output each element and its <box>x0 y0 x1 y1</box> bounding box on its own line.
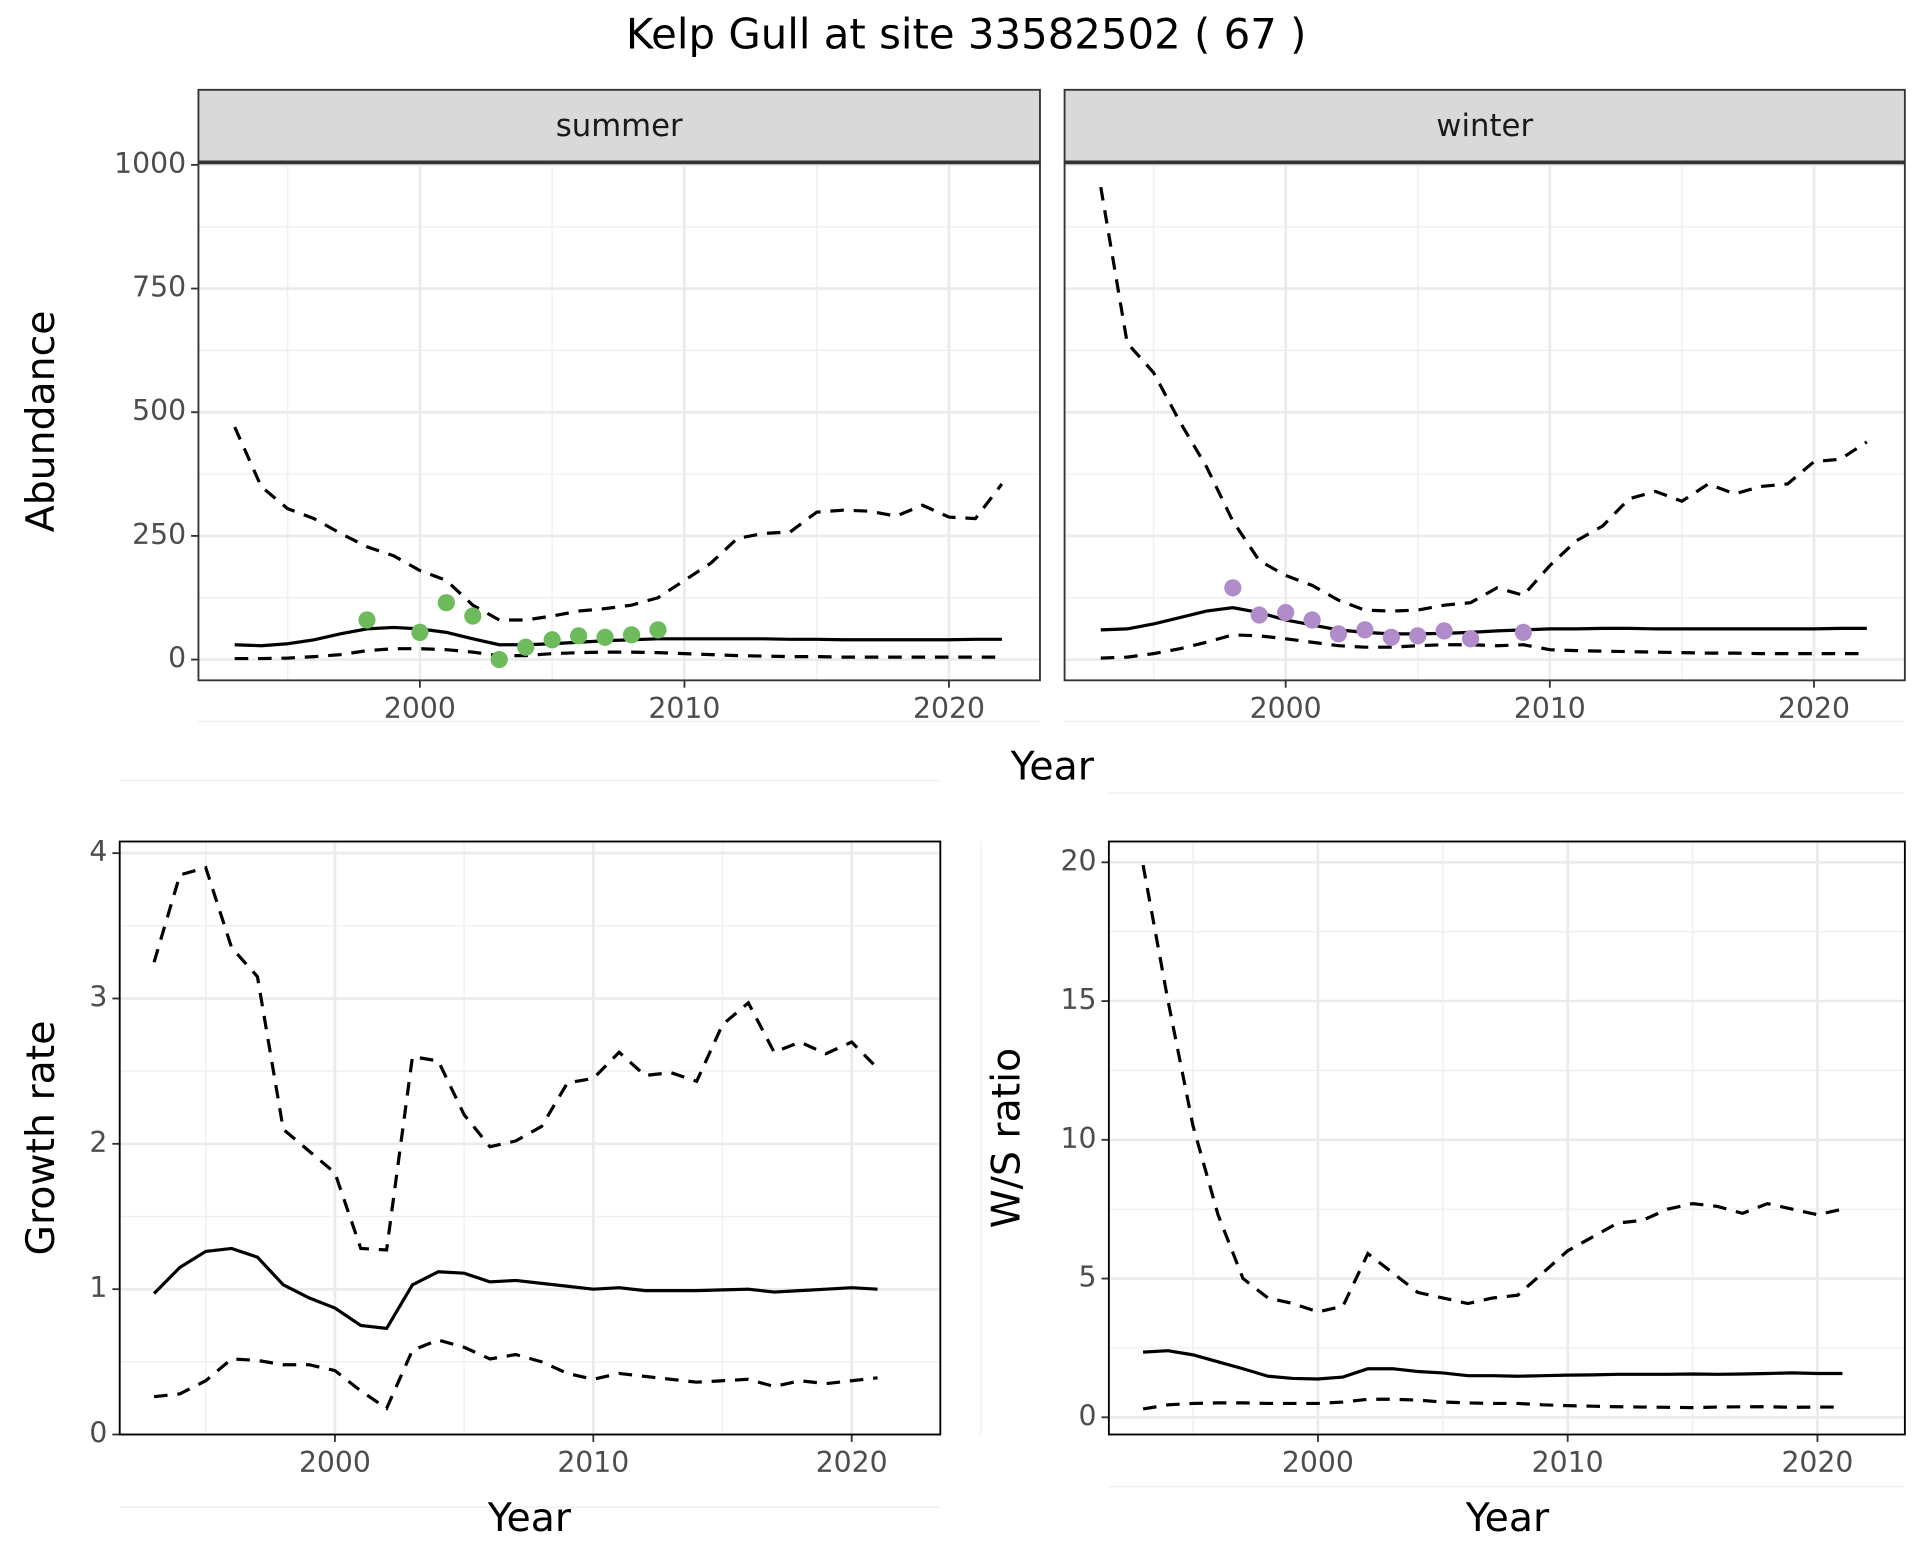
interval-line <box>1099 186 1868 613</box>
interval-line <box>152 865 879 1252</box>
interval-line <box>1142 1397 1843 1411</box>
x-tick-label: 2020 <box>1778 692 1850 725</box>
estimate-line <box>1100 606 1867 636</box>
x-tick-label: 2000 <box>299 1446 371 1479</box>
estimate-line <box>152 1246 878 1331</box>
data-point <box>1382 628 1400 646</box>
data-point <box>490 650 508 669</box>
panel-border <box>118 840 942 1436</box>
x-tick-label: 2020 <box>816 1446 888 1479</box>
x-tick-label: 2010 <box>648 692 720 725</box>
data-point <box>1514 623 1533 641</box>
data-point <box>1329 625 1348 643</box>
data-point <box>1435 622 1453 640</box>
y-tick-label: 4 <box>89 835 107 868</box>
facet-label: winter <box>1436 108 1533 144</box>
y-tick-label: 1000 <box>114 147 186 180</box>
panel-background <box>1064 162 1905 681</box>
data-point <box>411 623 429 641</box>
interval-line <box>234 647 1002 661</box>
facet-label: summer <box>556 108 683 144</box>
x-tick-label: 2010 <box>557 1446 629 1479</box>
data-point <box>569 627 588 645</box>
data-point <box>1409 627 1427 645</box>
y-axis-title: Growth rate <box>18 1021 64 1256</box>
data-point <box>1277 603 1295 622</box>
x-tick-label: 2020 <box>913 692 985 725</box>
x-tick-label: 2020 <box>1781 1446 1853 1479</box>
figure-title: Kelp Gull at site 33582502 ( 67 ) <box>626 9 1307 58</box>
data-point <box>437 594 455 612</box>
interval-line <box>1100 633 1867 660</box>
x-tick-label: 2000 <box>1282 1446 1354 1479</box>
y-tick-label: 2 <box>89 1126 107 1159</box>
y-tick-label: 0 <box>1079 1399 1097 1432</box>
data-point <box>596 628 614 646</box>
y-tick-label: 0 <box>89 1417 107 1450</box>
interval-line <box>1141 864 1843 1314</box>
data-point <box>622 626 641 644</box>
x-axis-title: Year <box>1465 1495 1550 1541</box>
panel-border <box>1107 840 1906 1436</box>
y-tick-label: 10 <box>1061 1122 1097 1155</box>
x-tick-label: 2000 <box>384 692 456 725</box>
y-axis-title: Abundance <box>18 311 64 533</box>
data-point <box>1461 630 1480 648</box>
x-tick-label: 2000 <box>1250 692 1322 725</box>
panel-background <box>198 162 1040 681</box>
estimate-line <box>1142 1349 1843 1381</box>
panel-background <box>1108 841 1905 1435</box>
x-axis-title: Year <box>1010 743 1095 789</box>
y-tick-label: 3 <box>89 980 107 1013</box>
y-tick-label: 0 <box>168 642 186 675</box>
y-tick-label: 750 <box>132 271 186 304</box>
data-point <box>1250 606 1268 624</box>
data-point <box>517 638 535 656</box>
y-tick-label: 5 <box>1079 1261 1097 1294</box>
data-point <box>649 621 667 639</box>
y-tick-label: 20 <box>1061 844 1097 877</box>
data-point <box>1356 621 1374 639</box>
y-tick-label: 15 <box>1061 983 1097 1016</box>
interval-line <box>153 1338 878 1411</box>
data-point <box>464 607 482 625</box>
estimate-line <box>234 625 1002 648</box>
y-tick-label: 500 <box>132 394 186 427</box>
x-tick-label: 2010 <box>1532 1446 1604 1479</box>
data-point <box>1224 579 1242 597</box>
facet-strip <box>1063 88 1906 164</box>
x-axis-title: Year <box>487 1495 572 1541</box>
y-tick-label: 250 <box>132 518 186 551</box>
data-point <box>358 611 376 629</box>
data-point <box>543 631 561 649</box>
x-tick-label: 2010 <box>1514 692 1586 725</box>
data-point <box>1303 611 1321 629</box>
y-tick-label: 1 <box>89 1271 107 1304</box>
panel-background <box>119 841 941 1435</box>
y-axis-title: W/S ratio <box>984 1048 1030 1228</box>
